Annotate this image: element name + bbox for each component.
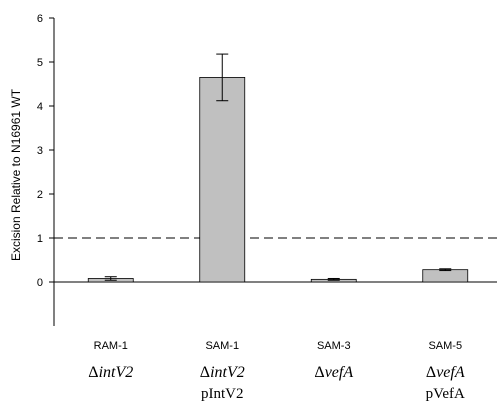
- y-tick-label: 4: [37, 101, 43, 113]
- plot-area: 0 1 2 3 4 5 6 RAM-1 ΔintV2 SAM-1 ΔintV2 pIntV2 SAM-3…: [37, 13, 497, 402]
- category-code-label: SAM-3: [317, 340, 351, 352]
- category-code-label: SAM-5: [428, 340, 462, 352]
- bar: [422, 269, 469, 283]
- y-tick-label: 3: [37, 145, 43, 157]
- bar: [199, 77, 246, 283]
- y-tick-label: 6: [37, 13, 43, 25]
- category-code-label: SAM-1: [205, 340, 239, 352]
- category-genotype-label: ΔvefA: [426, 364, 465, 381]
- y-axis-label: Excision Relative to N16961 WT: [9, 88, 23, 261]
- y-tick-label: 1: [37, 233, 43, 245]
- y-tick-label: 2: [37, 189, 43, 201]
- category-genotype-label: ΔintV2: [88, 364, 133, 381]
- category-plasmid-label: pVefA: [426, 386, 465, 402]
- y-tick-label: 0: [37, 277, 43, 289]
- category-plasmid-label: pIntV2: [201, 386, 244, 402]
- category-genotype-label: ΔintV2: [200, 364, 245, 381]
- y-tick-label: 5: [37, 57, 43, 69]
- category-genotype-label: ΔvefA: [314, 364, 353, 381]
- category-code-label: RAM-1: [94, 340, 128, 352]
